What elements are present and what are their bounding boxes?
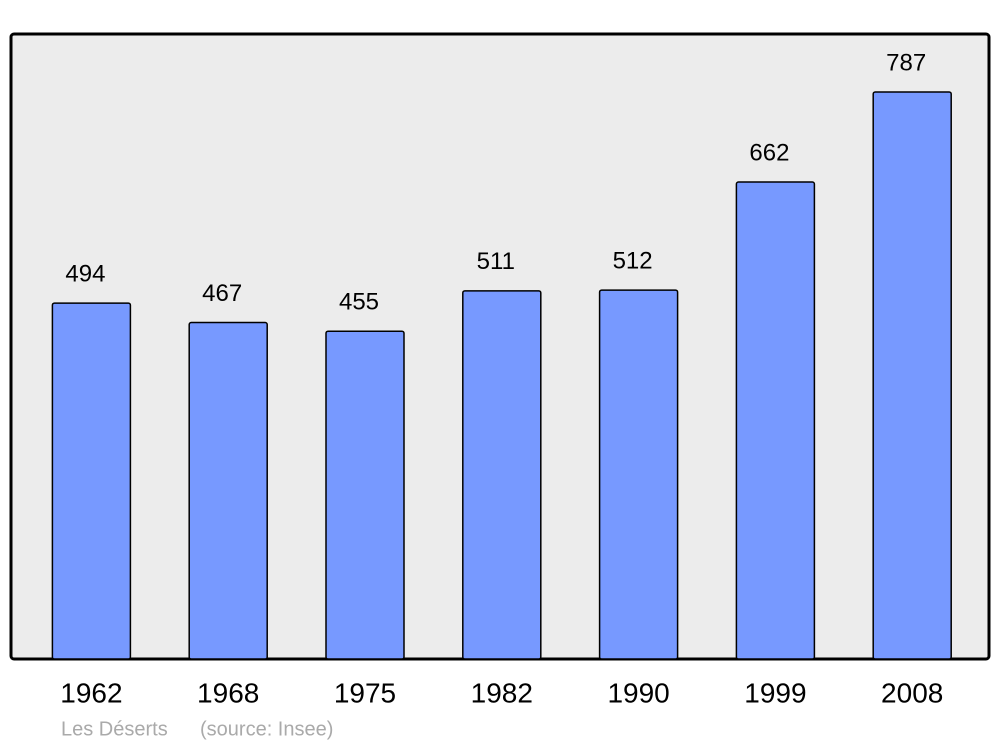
value-label: 511 [477,248,515,275]
place-name: Les Déserts [61,718,168,740]
value-label: 512 [613,247,653,274]
bar [325,330,405,660]
x-tick-label: 1999 [744,677,806,708]
source-note: (source: Insee) [200,718,333,740]
value-label: 467 [202,280,242,307]
x-tick-label: 1990 [607,677,669,708]
bar [462,290,542,660]
value-label: 494 [65,260,105,287]
x-tick-label: 1968 [197,677,259,708]
value-label: 662 [749,139,789,166]
x-tick-label: 2008 [881,677,943,708]
bar [735,181,816,660]
x-tick-label: 1982 [471,677,533,708]
value-label: 455 [339,289,379,316]
bar [872,91,952,660]
bar [598,289,679,660]
x-tick-label: 1962 [60,677,122,708]
x-tick-label: 1975 [334,677,396,708]
value-label: 787 [886,49,926,76]
bar [188,321,268,660]
bar [51,302,132,660]
